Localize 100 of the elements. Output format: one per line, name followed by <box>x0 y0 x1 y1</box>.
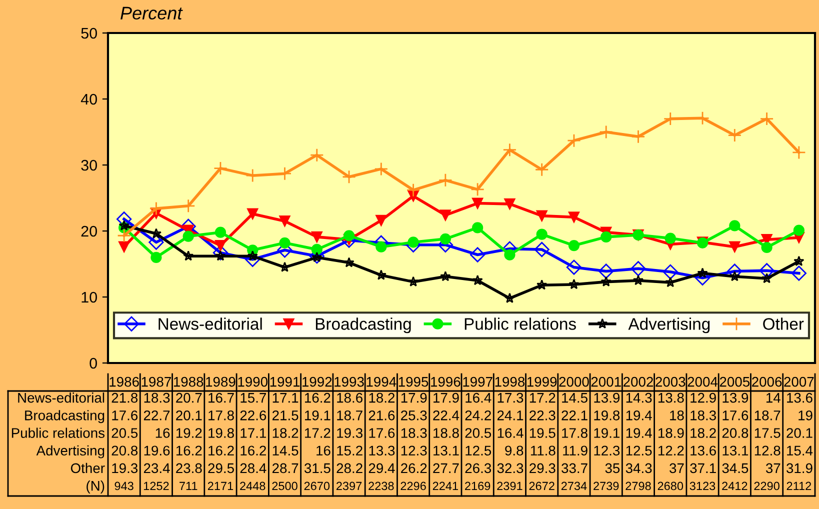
data-label: 18.3 <box>144 392 170 403</box>
data-label: 13.1 <box>722 446 748 456</box>
data-label: 20.5 <box>465 428 492 438</box>
text: 2391 <box>497 482 522 490</box>
legend-label: Advertising <box>628 318 710 334</box>
data-label: 12.2 <box>658 446 684 456</box>
text: 2734 <box>561 482 587 490</box>
data-label: 35 <box>605 463 620 474</box>
x-tick-label: 2001 <box>591 376 621 387</box>
data-label: 24.1 <box>497 410 524 420</box>
data-label: 19.6 <box>144 446 170 456</box>
data-label: 18 <box>670 410 684 420</box>
data-label: 14.5 <box>562 393 588 403</box>
y-axis-title: Percent <box>120 6 183 20</box>
data-label: 17.9 <box>434 392 459 403</box>
data-label: 20.8 <box>722 428 748 438</box>
text: 2241 <box>432 482 458 490</box>
x-tick-label: 1992 <box>302 376 332 387</box>
data-label: 20.1 <box>786 428 812 438</box>
legend-label: Other <box>763 318 804 330</box>
data-label: 25.3 <box>401 410 427 420</box>
data-label: 28.4 <box>240 463 266 474</box>
data-label: 18.7 <box>754 410 780 420</box>
data-label: 13.9 <box>594 392 620 403</box>
x-tick-label: 1997 <box>463 376 492 387</box>
text: 2296 <box>400 482 426 490</box>
data-label: 12.8 <box>754 446 780 456</box>
data-label: 32.3 <box>497 463 524 474</box>
data-label: 17.6 <box>722 410 748 420</box>
data-label: 14 <box>766 393 780 403</box>
text: 2169 <box>465 482 490 490</box>
x-tick-label: 1988 <box>174 376 204 387</box>
data-label: 11.9 <box>563 446 588 456</box>
data-label: 19.4 <box>626 410 652 420</box>
data-label: 17.8 <box>562 428 588 438</box>
data-label: 29.5 <box>208 463 234 474</box>
data-label: 18.3 <box>690 410 716 420</box>
data-label: 17.9 <box>401 392 427 403</box>
data-label: 22.4 <box>433 410 460 420</box>
data-label: 31.9 <box>786 463 812 474</box>
x-tick-label: 1994 <box>366 376 396 387</box>
data-label: 19.1 <box>304 410 330 420</box>
data-label: 34.5 <box>722 463 748 474</box>
text: 2670 <box>304 482 330 490</box>
data-label: 9.8 <box>505 446 524 456</box>
data-label: 19.2 <box>176 428 202 438</box>
data-label: 17.1 <box>240 428 266 438</box>
x-tick-label: 2002 <box>624 376 654 387</box>
text: Other <box>70 462 105 474</box>
data-label: 22.7 <box>144 410 170 420</box>
data-label: 13.1 <box>434 446 459 456</box>
text: Advertising <box>36 445 104 458</box>
data-label: 18.9 <box>658 428 684 438</box>
data-label: 20.5 <box>112 428 138 438</box>
data-label: 28.2 <box>336 463 362 474</box>
data-label: 13.8 <box>658 392 684 403</box>
data-label: 12.3 <box>594 446 620 456</box>
data-label: 17.1 <box>272 393 298 403</box>
x-tick-label: 2000 <box>559 376 589 387</box>
data-label: 16.2 <box>176 446 202 456</box>
data-label: 12.9 <box>690 392 716 403</box>
data-label: 24.2 <box>465 410 491 420</box>
x-tick-label: 1999 <box>527 376 557 387</box>
data-label: 17.6 <box>112 410 138 420</box>
data-label: 22.1 <box>562 410 588 420</box>
data-label: 34.3 <box>626 463 652 474</box>
text: 2448 <box>240 482 266 490</box>
data-label: 16.7 <box>208 392 234 403</box>
text: 2290 <box>754 482 780 490</box>
data-label: 20.8 <box>112 446 138 456</box>
data-label: 18.2 <box>690 428 716 438</box>
data-label: 26.3 <box>465 463 492 474</box>
legend-label: News-editorial <box>158 318 262 330</box>
data-label: 14.3 <box>626 392 652 403</box>
data-label: 18.8 <box>434 428 459 438</box>
data-label: 37 <box>766 463 780 474</box>
data-label: 37.1 <box>690 463 716 474</box>
text: (N) <box>86 480 104 494</box>
data-label: 29.4 <box>368 463 395 474</box>
data-label: 16.2 <box>240 446 266 456</box>
x-tick-label: 1993 <box>334 376 364 387</box>
data-label: 27.7 <box>433 463 459 473</box>
data-label: 22.6 <box>240 410 266 420</box>
data-label: 17.2 <box>304 428 330 438</box>
text: 943 <box>114 482 134 490</box>
data-label: 19.3 <box>112 463 138 474</box>
data-label: 17.2 <box>530 392 556 403</box>
data-label: 17.3 <box>498 392 524 403</box>
data-label: 16 <box>316 446 330 456</box>
data-label: 20.1 <box>176 410 202 420</box>
data-label: 19 <box>798 410 812 420</box>
data-label: 22.3 <box>530 410 556 420</box>
text: 711 <box>180 482 198 490</box>
data-label: 17.6 <box>369 428 395 438</box>
data-label: 21.8 <box>112 392 138 403</box>
x-tick-label: 1995 <box>398 376 428 387</box>
data-label: 19.1 <box>594 428 620 438</box>
x-tick-label: 2006 <box>752 376 782 387</box>
data-label: 13.6 <box>787 392 812 403</box>
x-tick-label: 1990 <box>238 376 268 387</box>
